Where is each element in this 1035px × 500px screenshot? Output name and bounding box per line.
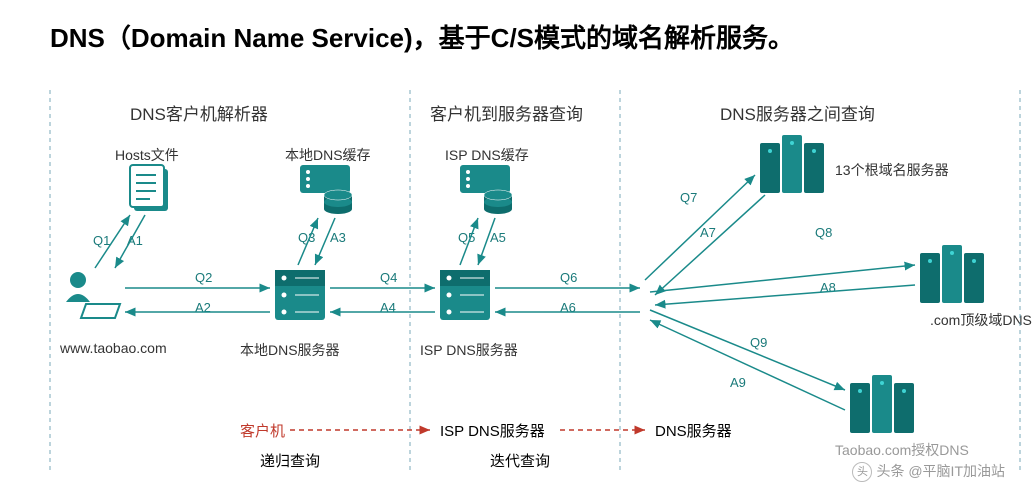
q1-label: Q1 — [93, 233, 110, 248]
bottom-dns: DNS服务器 — [655, 420, 732, 441]
section-2-title: 客户机到服务器查询 — [430, 100, 583, 125]
client-icon — [66, 272, 120, 318]
q4-label: Q4 — [380, 270, 397, 285]
watermark: 头头条 @平脑IT加油站 — [852, 461, 1005, 482]
isp-cache-label: ISP DNS缓存 — [445, 145, 529, 165]
a7-label: A7 — [700, 225, 716, 240]
q5-label: Q5 — [458, 230, 475, 245]
bottom-isp: ISP DNS服务器 — [440, 420, 545, 441]
q3-label: Q3 — [298, 230, 315, 245]
a3-label: A3 — [330, 230, 346, 245]
local-cache-label: 本地DNS缓存 — [285, 145, 371, 165]
bottom-client: 客户机 — [240, 420, 285, 441]
a5-label: A5 — [490, 230, 506, 245]
isp-cache-icon — [460, 165, 512, 214]
q8-label: Q8 — [815, 225, 832, 240]
root-server-icon — [760, 135, 824, 193]
a2-label: A2 — [195, 300, 211, 315]
a6-label: A6 — [560, 300, 576, 315]
isp-server-label: ISP DNS服务器 — [420, 340, 518, 360]
com-dns-label: .com顶级域DNS — [930, 310, 1032, 330]
a8-label: A8 — [820, 280, 836, 295]
q9-label: Q9 — [750, 335, 767, 350]
bottom-iterative: 迭代查询 — [490, 450, 550, 471]
q2-label: Q2 — [195, 270, 212, 285]
a1-label: A1 — [127, 233, 143, 248]
bottom-recursive: 递归查询 — [260, 450, 320, 471]
a9-label: A9 — [730, 375, 746, 390]
local-server-icon — [275, 270, 325, 320]
section-1-title: DNS客户机解析器 — [130, 100, 268, 125]
a4-label: A4 — [380, 300, 396, 315]
local-server-label: 本地DNS服务器 — [240, 340, 340, 360]
auth-dns-label: Taobao.com授权DNS — [835, 440, 969, 460]
root-label: 13个根域名服务器 — [835, 160, 949, 180]
page-title: DNS（Domain Name Service)，基于C/S模式的域名解析服务。 — [50, 18, 794, 55]
isp-server-icon — [440, 270, 490, 320]
com-dns-icon — [920, 245, 984, 303]
hosts-icon — [130, 165, 168, 211]
section-3-title: DNS服务器之间查询 — [720, 100, 875, 125]
local-cache-icon — [300, 165, 352, 214]
hosts-label: Hosts文件 — [115, 145, 179, 165]
q7-label: Q7 — [680, 190, 697, 205]
q6-label: Q6 — [560, 270, 577, 285]
client-url: www.taobao.com — [60, 340, 167, 356]
auth-dns-icon — [850, 375, 914, 433]
